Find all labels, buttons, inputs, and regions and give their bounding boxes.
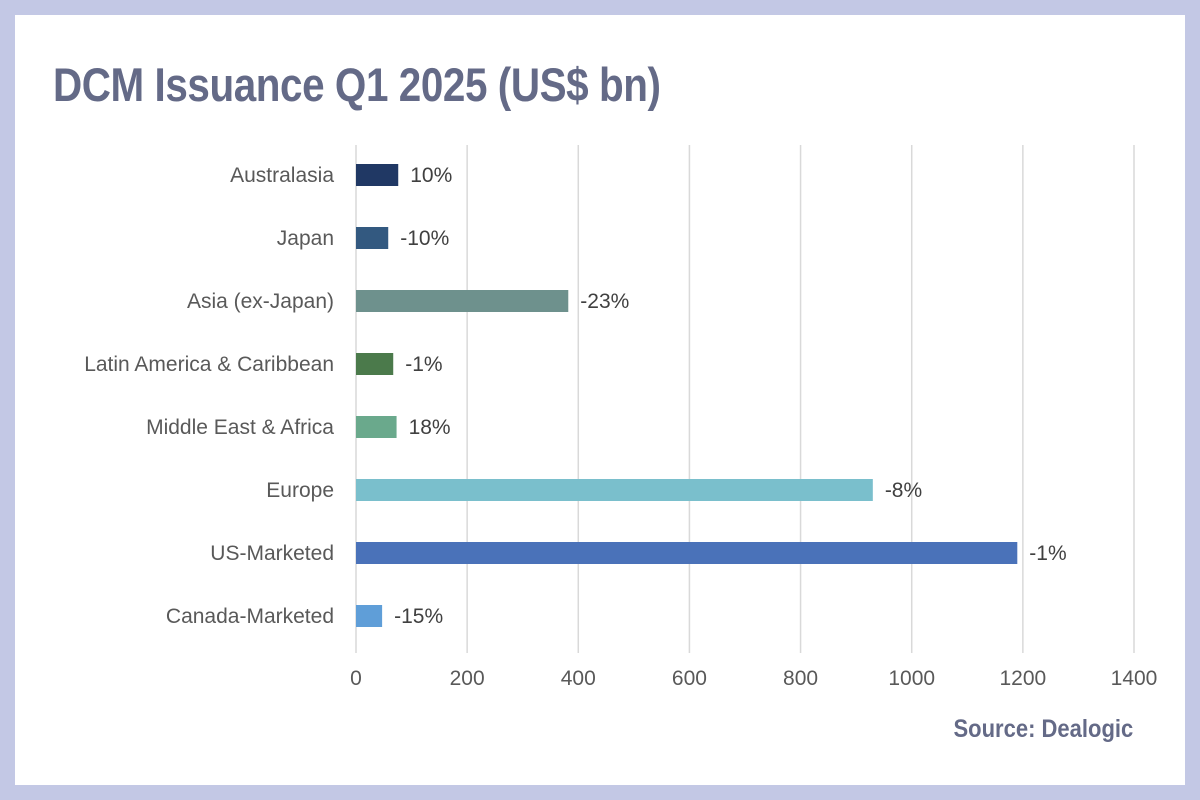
bar-asia-ex-japan (356, 290, 569, 312)
chart-card: DCM Issuance Q1 2025 (US$ bn) 0 200 400 600… (15, 15, 1185, 785)
category-label: Asia (ex-Japan) (187, 290, 334, 313)
data-label: 18% (409, 416, 451, 439)
data-label: -10% (400, 227, 449, 250)
gridlines (355, 145, 1135, 653)
bar-australasia (356, 164, 399, 186)
x-tick-label: 1200 (999, 667, 1046, 690)
data-label: -1% (405, 353, 442, 376)
bar-chart: 0 200 400 600 800 1000 1200 1400 Australasia 10% J… (84, 145, 1157, 690)
x-tick-label: 0 (350, 667, 362, 690)
category-label: Japan (277, 227, 334, 250)
bar-europe (356, 479, 873, 501)
category-label: Middle East & Africa (146, 416, 334, 439)
labels: 0 200 400 600 800 1000 1200 1400 Australasia 10% J… (84, 164, 1157, 690)
bar-latin-america-caribbean (356, 353, 394, 375)
x-tick-label: 800 (783, 667, 818, 690)
data-label: -8% (885, 479, 922, 502)
category-label: Latin America & Caribbean (84, 353, 334, 376)
x-tick-label: 1000 (888, 667, 935, 690)
category-label: US-Marketed (210, 542, 334, 565)
bars (356, 164, 1018, 627)
category-label: Australasia (230, 164, 334, 187)
category-label: Canada-Marketed (166, 605, 334, 628)
source-note: Source: Dealogic (953, 715, 1133, 743)
data-label: -1% (1029, 542, 1066, 565)
data-label: -15% (394, 605, 443, 628)
data-label: 10% (410, 164, 452, 187)
chart-title: DCM Issuance Q1 2025 (US$ bn) (53, 58, 661, 111)
category-label: Europe (266, 479, 334, 502)
x-tick-label: 400 (561, 667, 596, 690)
x-tick-label: 200 (450, 667, 485, 690)
bar-middle-east-africa (356, 416, 397, 438)
bar-japan (356, 227, 389, 249)
data-label: -23% (580, 290, 629, 313)
x-tick-label: 600 (672, 667, 707, 690)
bar-us-marketed (356, 542, 1018, 564)
bar-canada-marketed (356, 605, 383, 627)
x-tick-label: 1400 (1111, 667, 1158, 690)
